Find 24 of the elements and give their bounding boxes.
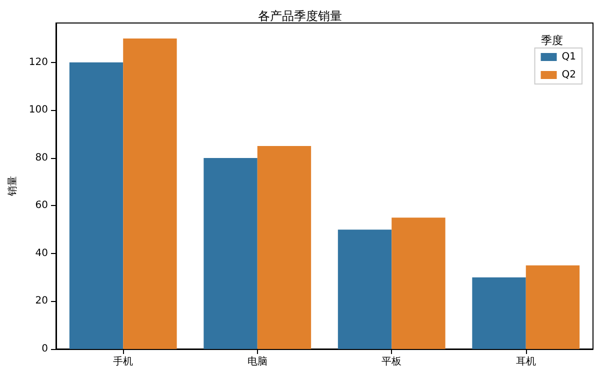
bar bbox=[392, 218, 446, 349]
x-tick-label: 耳机 bbox=[516, 356, 536, 367]
y-tick-label: 120 bbox=[28, 56, 48, 68]
bar bbox=[338, 230, 392, 349]
legend-label: Q2 bbox=[562, 70, 576, 80]
bar bbox=[204, 158, 258, 349]
y-tick-label: 20 bbox=[35, 296, 48, 307]
bar bbox=[526, 265, 580, 349]
legend-label: Q1 bbox=[562, 52, 576, 62]
x-tick-label: 平板 bbox=[382, 356, 402, 367]
bar bbox=[123, 38, 177, 349]
y-tick-label: 100 bbox=[28, 104, 48, 116]
x-tick-label: 电脑 bbox=[247, 356, 268, 367]
y-axis-title: 销量 bbox=[8, 176, 18, 197]
y-tick-label: 40 bbox=[35, 248, 48, 259]
legend-title: 季度 bbox=[541, 34, 563, 47]
bar bbox=[472, 277, 526, 349]
bar bbox=[257, 146, 312, 349]
y-tick-label: 80 bbox=[35, 152, 48, 164]
x-tick-label: 手机 bbox=[113, 356, 134, 367]
y-tick-label: 60 bbox=[35, 200, 48, 212]
y-tick-label: 0 bbox=[42, 344, 48, 354]
bar bbox=[69, 62, 124, 349]
chart-title: 各产品季度销量 bbox=[258, 9, 342, 23]
